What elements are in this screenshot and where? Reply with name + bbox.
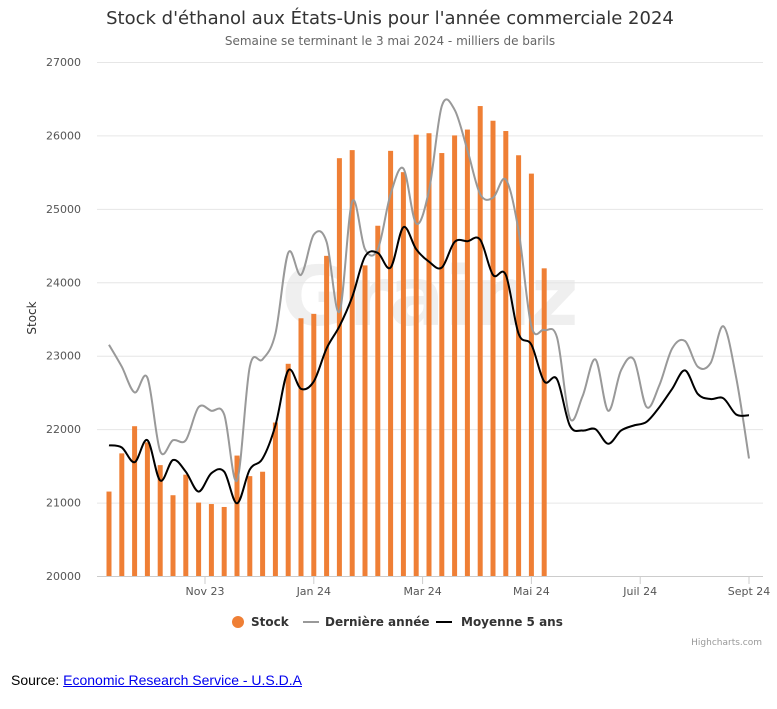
x-tick-label: Juil 24 bbox=[622, 585, 657, 598]
stock-bar bbox=[311, 313, 317, 576]
stock-bar bbox=[247, 476, 253, 576]
source-link[interactable]: Economic Research Service - U.S.D.A bbox=[63, 672, 302, 688]
legend-stock-marker bbox=[232, 616, 244, 628]
stock-bar bbox=[503, 131, 509, 576]
stock-bars bbox=[106, 106, 547, 577]
x-tick-label: Sept 24 bbox=[728, 585, 771, 598]
stock-bar bbox=[413, 134, 419, 577]
stock-bar bbox=[452, 135, 458, 576]
stock-bar bbox=[324, 255, 330, 576]
legend-stock-label: Stock bbox=[251, 615, 290, 629]
y-axis-ticks: 20000 21000 22000 23000 24000 25000 26000 27000 bbox=[46, 56, 81, 583]
chart-subtitle: Semaine se terminant le 3 mai 2024 - mil… bbox=[225, 34, 555, 48]
stock-bar bbox=[541, 268, 547, 576]
y-tick-label: 21000 bbox=[46, 497, 81, 510]
stock-bar bbox=[106, 491, 112, 576]
stock-bar bbox=[170, 495, 176, 576]
highcharts-credits[interactable]: Highcharts.com bbox=[691, 638, 762, 648]
y-tick-label: 24000 bbox=[46, 276, 81, 289]
y-tick-label: 26000 bbox=[46, 129, 81, 142]
y-axis-title: Stock bbox=[25, 301, 39, 334]
stock-bar bbox=[221, 506, 227, 576]
legend-item-last-year[interactable]: Dernière année bbox=[303, 615, 430, 629]
legend-item-avg5[interactable]: Moyenne 5 ans bbox=[436, 615, 563, 629]
legend-last-year-label: Dernière année bbox=[325, 615, 430, 629]
line-series bbox=[108, 98, 750, 505]
source-label: Source: bbox=[11, 672, 64, 688]
x-tick-label: Jan 24 bbox=[296, 585, 331, 598]
stock-bar bbox=[208, 504, 214, 576]
y-tick-label: 22000 bbox=[46, 423, 81, 436]
legend: Stock Dernière année Moyenne 5 ans bbox=[232, 615, 563, 629]
avg5-line bbox=[108, 226, 750, 505]
x-tick-label: Mai 24 bbox=[513, 585, 550, 598]
stock-bar bbox=[298, 318, 304, 576]
stock-bar bbox=[490, 120, 496, 576]
stock-bar bbox=[234, 455, 240, 576]
stock-bar bbox=[157, 465, 163, 576]
stock-bar bbox=[426, 133, 432, 576]
source-line: Source: Economic Research Service - U.S.… bbox=[11, 672, 302, 688]
stock-bar bbox=[464, 129, 470, 576]
x-tick-label: Mar 24 bbox=[403, 585, 441, 598]
stock-bar bbox=[132, 426, 138, 576]
stock-bar bbox=[183, 474, 189, 576]
stock-bar bbox=[196, 502, 202, 576]
stock-bar bbox=[336, 158, 342, 577]
legend-item-stock[interactable]: Stock bbox=[232, 615, 290, 629]
stock-bar bbox=[400, 172, 406, 576]
stock-bar bbox=[260, 471, 266, 576]
stock-bar bbox=[516, 155, 522, 577]
x-tick-label: Nov 23 bbox=[186, 585, 225, 598]
y-tick-label: 23000 bbox=[46, 350, 81, 363]
stock-bar bbox=[477, 106, 483, 577]
y-tick-label: 25000 bbox=[46, 203, 81, 216]
stock-bar bbox=[439, 153, 445, 576]
stock-bar bbox=[375, 225, 381, 576]
stock-bar bbox=[349, 150, 355, 576]
stock-bar bbox=[119, 453, 125, 576]
stock-bar bbox=[528, 173, 534, 576]
stock-bar bbox=[272, 422, 278, 576]
y-tick-label: 27000 bbox=[46, 56, 81, 69]
chart: Stock d'éthanol aux États-Unis pour l'an… bbox=[25, 7, 771, 648]
legend-avg5-label: Moyenne 5 ans bbox=[461, 615, 563, 629]
last-year-line bbox=[108, 98, 750, 482]
x-axis-ticks: Nov 23 Jan 24 Mar 24 Mai 24 Juil 24 Sept 24 bbox=[186, 576, 771, 598]
stock-bar bbox=[362, 265, 368, 576]
stock-bar bbox=[388, 150, 394, 576]
stock-bar bbox=[285, 363, 291, 576]
y-tick-label: 20000 bbox=[46, 570, 81, 583]
chart-title: Stock d'éthanol aux États-Unis pour l'an… bbox=[106, 7, 674, 29]
stock-bar bbox=[144, 442, 150, 576]
